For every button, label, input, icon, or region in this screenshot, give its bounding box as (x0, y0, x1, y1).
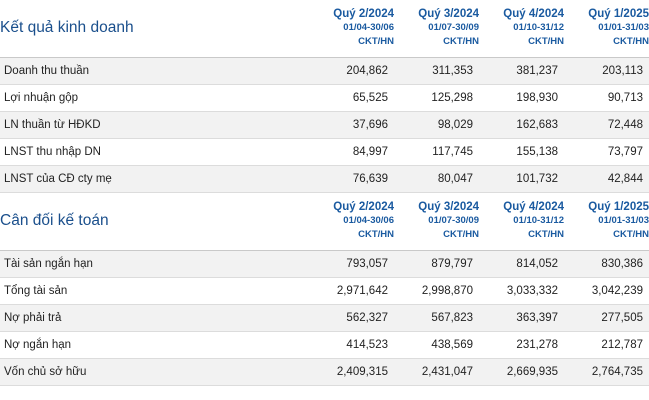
unit-label: CKT/HN (528, 36, 564, 48)
cell-value: 162,683 (479, 111, 564, 139)
unit-label: CKT/HN (443, 229, 479, 240)
cell-value: 125,298 (394, 84, 479, 112)
cell-value: 363,397 (479, 304, 564, 332)
table-row[interactable]: LN thuần từ HĐKD 37,696 98,029 162,683 7… (0, 111, 649, 139)
cell-value: 155,138 (479, 138, 564, 166)
cell-value: 90,713 (564, 84, 649, 112)
cell-value: 814,052 (479, 250, 564, 278)
cell-value: 562,327 (250, 304, 394, 332)
date-range-label: 01/04-30/06 (343, 215, 394, 226)
quarter-label: Quý 1/2025 (588, 8, 649, 21)
table-row[interactable]: Tài sản ngắn hạn 793,057 879,797 814,052… (0, 250, 649, 278)
row-label: LNST của CĐ cty mẹ (0, 165, 250, 193)
date-range-label: 01/01-31/03 (598, 215, 649, 226)
financial-table: Kết quả kinh doanh Quý 2/2024 01/04-30/0… (0, 0, 649, 386)
cell-value: 2,669,935 (479, 358, 564, 386)
business-col-header[interactable]: Quý 2/2024 01/04-30/06 CKT/HN (250, 0, 394, 58)
cell-value: 76,639 (250, 165, 394, 193)
cell-value: 231,278 (479, 331, 564, 359)
row-label: Doanh thu thuần (0, 57, 250, 85)
cell-value: 414,523 (250, 331, 394, 359)
table-row[interactable]: LNST của CĐ cty mẹ 76,639 80,047 101,732… (0, 165, 649, 193)
unit-label: CKT/HN (443, 36, 479, 48)
table-row[interactable]: LNST thu nhập DN 84,997 117,745 155,138 … (0, 138, 649, 166)
cell-value: 42,844 (564, 165, 649, 193)
cell-value: 65,525 (250, 84, 394, 112)
row-label: Nợ phải trả (0, 304, 250, 332)
cell-value: 567,823 (394, 304, 479, 332)
balance-header-row: Cân đối kế toán Quý 2/2024 01/04-30/06 C… (0, 192, 649, 251)
business-col-header[interactable]: Quý 3/2024 01/07-30/09 CKT/HN (394, 0, 479, 58)
business-section-title: Kết quả kinh doanh (0, 0, 250, 58)
row-label: Nợ ngắn hạn (0, 331, 250, 359)
row-label: Vốn chủ sở hữu (0, 358, 250, 386)
table-row[interactable]: Nợ ngắn hạn 414,523 438,569 231,278 212,… (0, 331, 649, 359)
business-col-header[interactable]: Quý 1/2025 01/01-31/03 CKT/HN (564, 0, 649, 58)
cell-value: 830,386 (564, 250, 649, 278)
unit-label: CKT/HN (613, 36, 649, 48)
quarter-label: Quý 4/2024 (503, 201, 564, 213)
cell-value: 2,409,315 (250, 358, 394, 386)
cell-value: 2,971,642 (250, 277, 394, 305)
cell-value: 37,696 (250, 111, 394, 139)
balance-col-header[interactable]: Quý 1/2025 01/01-31/03 CKT/HN (564, 192, 649, 251)
quarter-label: Quý 1/2025 (588, 201, 649, 213)
table-row[interactable]: Vốn chủ sở hữu 2,409,315 2,431,047 2,669… (0, 358, 649, 386)
financial-summary: Kết quả kinh doanh Quý 2/2024 01/04-30/0… (0, 0, 649, 386)
cell-value: 203,113 (564, 57, 649, 85)
date-range-label: 01/10-31/12 (513, 22, 564, 34)
cell-value: 2,764,735 (564, 358, 649, 386)
cell-value: 204,862 (250, 57, 394, 85)
cell-value: 381,237 (479, 57, 564, 85)
cell-value: 3,033,332 (479, 277, 564, 305)
table-row[interactable]: Nợ phải trả 562,327 567,823 363,397 277,… (0, 304, 649, 332)
business-header-row: Kết quả kinh doanh Quý 2/2024 01/04-30/0… (0, 0, 649, 58)
date-range-label: 01/10-31/12 (513, 215, 564, 226)
balance-col-header[interactable]: Quý 4/2024 01/10-31/12 CKT/HN (479, 192, 564, 251)
table-row[interactable]: Lợi nhuận gộp 65,525 125,298 198,930 90,… (0, 84, 649, 112)
cell-value: 311,353 (394, 57, 479, 85)
row-label: LN thuần từ HĐKD (0, 111, 250, 139)
row-label: Tài sản ngắn hạn (0, 250, 250, 278)
quarter-label: Quý 4/2024 (503, 8, 564, 21)
unit-label: CKT/HN (613, 229, 649, 240)
cell-value: 117,745 (394, 138, 479, 166)
row-label: Tổng tài sản (0, 277, 250, 305)
date-range-label: 01/04-30/06 (343, 22, 394, 34)
cell-value: 101,732 (479, 165, 564, 193)
row-label: LNST thu nhập DN (0, 138, 250, 166)
unit-label: CKT/HN (358, 36, 394, 48)
unit-label: CKT/HN (528, 229, 564, 240)
cell-value: 84,997 (250, 138, 394, 166)
quarter-label: Quý 2/2024 (333, 8, 394, 21)
balance-section-title: Cân đối kế toán (0, 192, 250, 251)
balance-col-header[interactable]: Quý 3/2024 01/07-30/09 CKT/HN (394, 192, 479, 251)
unit-label: CKT/HN (358, 229, 394, 240)
cell-value: 2,431,047 (394, 358, 479, 386)
balance-col-header[interactable]: Quý 2/2024 01/04-30/06 CKT/HN (250, 192, 394, 251)
cell-value: 793,057 (250, 250, 394, 278)
cell-value: 198,930 (479, 84, 564, 112)
business-col-header[interactable]: Quý 4/2024 01/10-31/12 CKT/HN (479, 0, 564, 58)
date-range-label: 01/07-30/09 (428, 215, 479, 226)
cell-value: 212,787 (564, 331, 649, 359)
cell-value: 438,569 (394, 331, 479, 359)
cell-value: 80,047 (394, 165, 479, 193)
cell-value: 879,797 (394, 250, 479, 278)
cell-value: 2,998,870 (394, 277, 479, 305)
quarter-label: Quý 3/2024 (418, 8, 479, 21)
cell-value: 73,797 (564, 138, 649, 166)
table-row[interactable]: Tổng tài sản 2,971,642 2,998,870 3,033,3… (0, 277, 649, 305)
date-range-label: 01/01-31/03 (598, 22, 649, 34)
quarter-label: Quý 3/2024 (418, 201, 479, 213)
cell-value: 72,448 (564, 111, 649, 139)
cell-value: 277,505 (564, 304, 649, 332)
table-row[interactable]: Doanh thu thuần 204,862 311,353 381,237 … (0, 57, 649, 85)
quarter-label: Quý 2/2024 (333, 201, 394, 213)
cell-value: 98,029 (394, 111, 479, 139)
row-label: Lợi nhuận gộp (0, 84, 250, 112)
cell-value: 3,042,239 (564, 277, 649, 305)
date-range-label: 01/07-30/09 (428, 22, 479, 34)
